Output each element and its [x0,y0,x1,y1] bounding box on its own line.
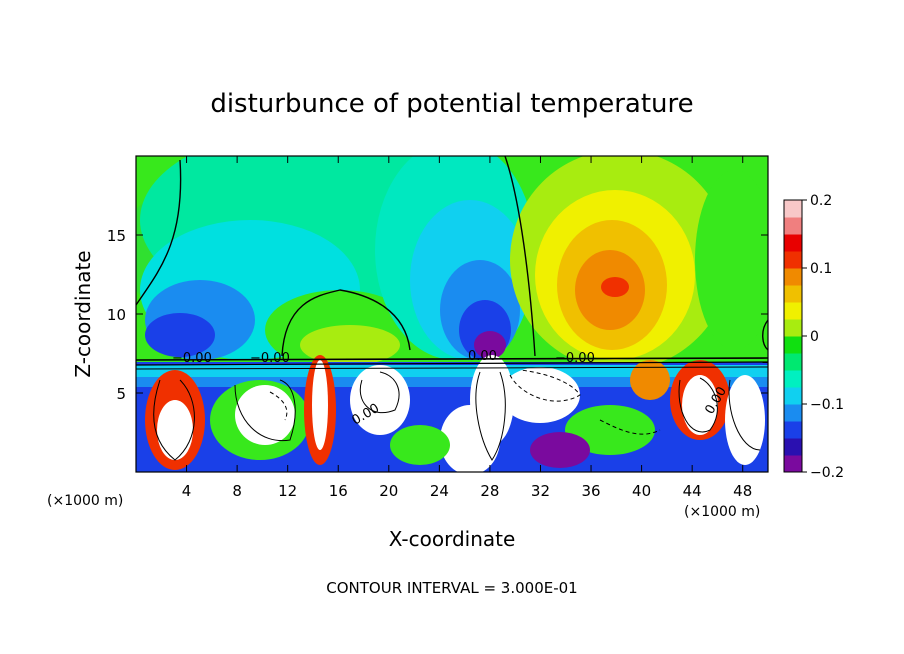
field-blob [390,425,450,465]
field-blob [474,331,506,359]
x-tick-label: 48 [733,482,752,500]
x-tick-label: 20 [379,482,398,500]
y-tick-label: 15 [107,227,126,245]
field-blob [470,355,514,445]
field-blob [235,385,295,445]
x-axis-label: X-coordinate [389,527,516,551]
colorbar-swatch [784,268,802,286]
colorbar-swatch [784,336,802,354]
field-blob [312,360,328,450]
field-blob [630,360,670,400]
contour-line [475,371,506,461]
contour-line [136,159,182,306]
field-blob [695,170,768,350]
y-tick-label: 10 [107,306,126,324]
field-band [136,377,768,387]
x-axis: 4 8 12 16 20 24 28 32 36 40 44 48 [182,156,752,500]
colorbar-swatch [784,302,802,320]
contour-line [728,379,761,451]
field-blob [157,400,193,460]
field-blob [565,405,655,455]
contour-label: −0.00 [172,351,212,366]
contour-line [762,319,768,351]
colorbar-swatch [784,455,802,473]
contour-label: 0.00 [468,349,497,364]
contour-line [269,391,288,421]
colorbar-swatch [784,421,802,439]
contour-line [234,379,296,442]
x-tick-label: 28 [480,482,499,500]
field-band [136,365,768,377]
x-tick-label: 24 [430,482,449,500]
colorbar-tick-label: 0 [810,329,819,345]
contour-label: −0.00 [250,351,290,366]
field-blob [500,367,580,423]
field-blob [350,365,410,435]
colorbar-swatch [784,387,802,405]
x-tick-label: 16 [329,482,348,500]
x-unit-right: (×1000 m) [684,504,760,520]
contour-line [359,371,400,414]
x-tick-label: 8 [232,482,242,500]
colorbar-tick-label: 0.2 [810,193,832,209]
y-tick-label: 5 [116,385,126,403]
contour-line [153,379,195,461]
colorbar-swatch [784,404,802,422]
x-unit-left: (×1000 m) [47,493,123,509]
contour-interval-note: CONTOUR INTERVAL = 3.000E-01 [326,579,577,597]
colorbar: 0.2 0.1 0 −0.1 −0.2 [783,193,844,481]
chart-title: disturbunce of potential temperature [210,89,693,119]
colorbar-tick-label: −0.2 [810,465,844,481]
colorbar-swatch [784,285,802,303]
contour-line [678,377,718,433]
contour-line [136,357,768,361]
y-axis: 5 10 15 [107,227,768,403]
colorbar-swatch [784,370,802,388]
colorbar-swatch [784,353,802,371]
field-blob [530,432,590,468]
x-tick-label: 40 [632,482,651,500]
contour-line [136,366,768,370]
colorbar-swatch [784,251,802,269]
field-blob [725,375,765,465]
field-blob [145,313,215,357]
colorbar-swatch [784,234,802,252]
contour-line [281,289,411,357]
contour-label: −0.00 [555,351,595,366]
plot-field [136,156,768,472]
field-blob [682,375,718,435]
colorbar-swatch [784,319,802,337]
colorbar-tick-label: 0.1 [810,261,832,277]
contour-line [504,156,536,357]
colorbar-tick-label: −0.1 [810,397,844,413]
colorbar-swatch [784,200,802,218]
field-blob [300,325,400,365]
x-tick-label: 4 [182,482,192,500]
x-tick-label: 44 [683,482,702,500]
contour-line [509,369,581,402]
contour-line [136,361,768,366]
x-tick-label: 12 [278,482,297,500]
y-axis-label: Z-coordinate [71,250,95,377]
x-tick-label: 36 [581,482,600,500]
colorbar-swatch [784,438,802,456]
colorbar-swatch [784,217,802,235]
field-blob [601,277,629,297]
x-tick-label: 32 [531,482,550,500]
contour-line [599,419,661,435]
